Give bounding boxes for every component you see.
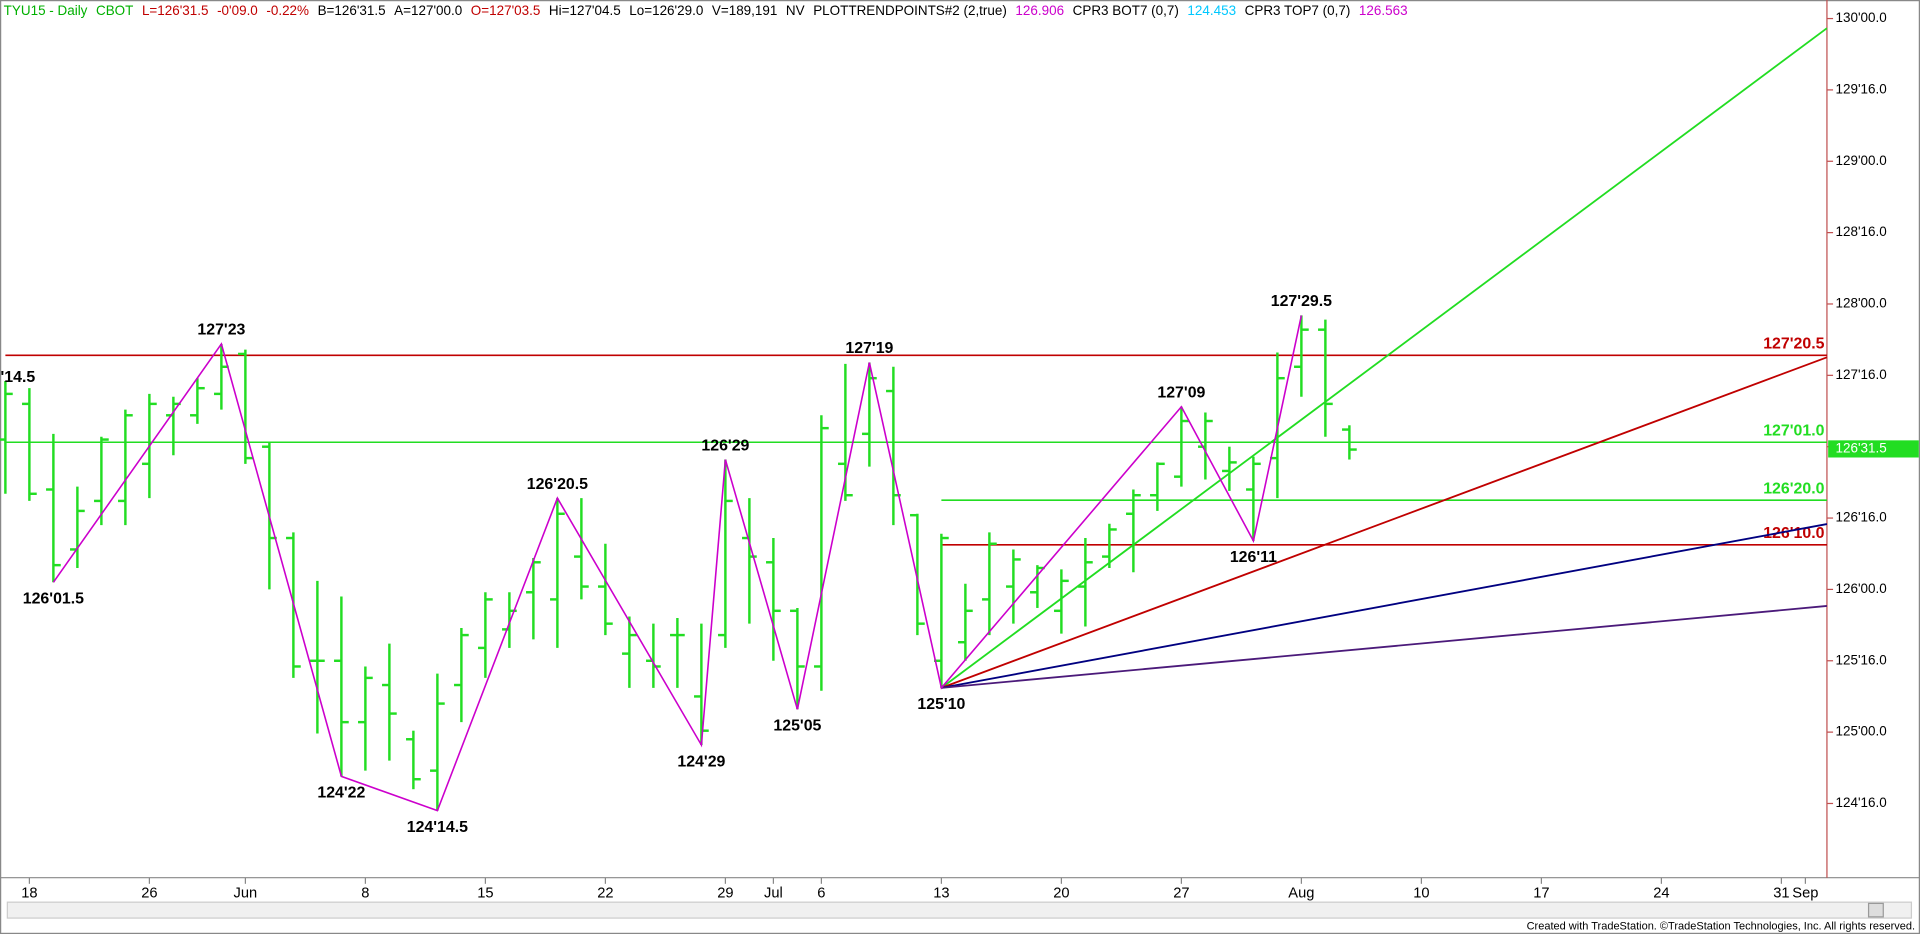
x-tick-label: Jul [764, 885, 783, 901]
swing-label: 126'20.5 [527, 476, 588, 493]
trendline [941, 605, 1828, 689]
zigzag [52, 315, 1303, 812]
y-tick-label: 124'16.0 [1836, 795, 1887, 810]
level-label: 127'20.5 [1763, 335, 1824, 352]
scroll-thumb[interactable] [1867, 902, 1884, 918]
x-tick-label: 15 [477, 885, 493, 901]
header-item: 124.453 [1187, 3, 1236, 18]
x-tick-label: 10 [1413, 885, 1429, 901]
x-tick-label: Sep [1792, 885, 1818, 901]
y-tick-label: 127'16.0 [1836, 367, 1887, 382]
header-item: -0.22% [266, 3, 309, 18]
x-tick-label: Aug [1288, 885, 1314, 901]
annotation: '14.5 [0, 369, 35, 386]
footer: Created with TradeStation. ©TradeStation… [1527, 921, 1915, 933]
header-item: -0'09.0 [217, 3, 258, 18]
header-item: NV [786, 3, 805, 18]
swing-label: 124'22 [317, 785, 365, 802]
level-label: 126'20.0 [1763, 480, 1824, 497]
y-tick-label: 128'00.0 [1836, 296, 1887, 311]
header-item: A=127'00.0 [394, 3, 462, 18]
header-item: CPR3 BOT7 (0,7) [1073, 3, 1179, 18]
swing-label: 125'10 [917, 696, 965, 713]
y-tick-label: 129'16.0 [1836, 81, 1887, 96]
swing-label: 126'29 [701, 437, 749, 454]
swing-label: 127'29.5 [1271, 293, 1332, 310]
x-tick-label: 6 [817, 885, 825, 901]
x-tick-label: 17 [1533, 885, 1549, 901]
y-tick-label: 130'00.0 [1836, 10, 1887, 25]
swing-label: 124'29 [677, 753, 725, 770]
swing-label: 124'14.5 [407, 819, 468, 836]
x-tick-label: 13 [933, 885, 949, 901]
header-item: CPR3 TOP7 (0,7) [1245, 3, 1351, 18]
last-price-tag [1828, 440, 1919, 458]
y-tick-label: 125'16.0 [1836, 652, 1887, 667]
header: TYU15 - Daily CBOT L=126'31.5 -0'09.0 -0.22%… [4, 3, 1408, 18]
trendline [941, 356, 1828, 689]
trendline [941, 523, 1828, 689]
header-item: PLOTTRENDPOINTS#2 (2,true) [813, 3, 1007, 18]
swing-label: 125'05 [773, 718, 821, 735]
header-item: TYU15 - Daily [4, 3, 88, 18]
y-tick-label: 129'00.0 [1836, 153, 1887, 168]
trendline [940, 27, 1828, 689]
swing-label: 126'11 [1230, 549, 1277, 566]
x-tick-label: 18 [21, 885, 37, 901]
y-tick-label: 126'00.0 [1836, 581, 1887, 596]
x-tick-label: 22 [597, 885, 613, 901]
x-tick-label: Jun [234, 885, 258, 901]
header-item: O=127'03.5 [471, 3, 541, 18]
last-price-label: 126'31.5 [1836, 440, 1887, 455]
x-tick-label: 27 [1173, 885, 1189, 901]
scrollbar[interactable] [6, 901, 1913, 919]
header-item: V=189,191 [712, 3, 777, 18]
header-item: L=126'31.5 [142, 3, 209, 18]
y-tick-label: 126'16.0 [1836, 510, 1887, 525]
x-tick-label: 24 [1653, 885, 1669, 901]
x-tick-label: 8 [361, 885, 369, 901]
x-tick-label: 20 [1053, 885, 1069, 901]
x-tick-label: 26 [141, 885, 157, 901]
header-item: 126.563 [1359, 3, 1408, 18]
header-item: 126.906 [1015, 3, 1064, 18]
y-tick-label: 128'16.0 [1836, 224, 1887, 239]
y-tick-label: 125'00.0 [1836, 724, 1887, 739]
swing-label: 127'09 [1157, 384, 1205, 401]
level-label: 126'10.0 [1763, 525, 1824, 542]
header-item: CBOT [96, 3, 133, 18]
swing-label: 127'23 [197, 322, 245, 339]
swing-label: 127'19 [845, 340, 893, 357]
x-tick-label: 31 [1773, 885, 1789, 901]
x-tick-label: 29 [717, 885, 733, 901]
level-label: 127'01.0 [1763, 422, 1824, 439]
swing-label: 126'01.5 [23, 591, 84, 608]
header-item: Lo=126'29.0 [629, 3, 703, 18]
header-item: Hi=127'04.5 [549, 3, 621, 18]
header-item: B=126'31.5 [318, 3, 386, 18]
